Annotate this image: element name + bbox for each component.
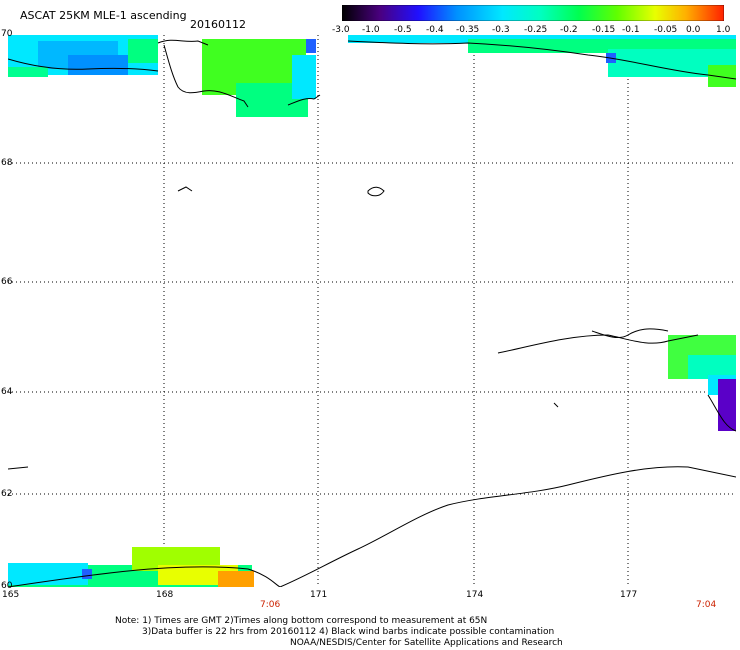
lon-label: 174 — [466, 590, 484, 600]
note-line: NOAA/NESDIS/Center for Satellite Applica… — [290, 638, 563, 648]
map-date: 20160112 — [190, 18, 246, 31]
data-patch-ne — [348, 35, 736, 87]
graticule — [8, 35, 736, 587]
colorbar-label: 0.0 — [686, 25, 701, 35]
colorbar-label: 1.0 — [716, 25, 731, 35]
time-label: 7:06 — [260, 600, 281, 610]
note-line: Note: 1) Times are GMT 2)Times along bot… — [115, 616, 488, 626]
lat-label: 70 — [1, 29, 13, 39]
lat-label: 62 — [1, 489, 13, 499]
time-label: 7:04 — [696, 600, 717, 610]
note-line: 3)Data buffer is 22 hrs from 20160112 4)… — [142, 627, 555, 637]
map-canvas[interactable] — [8, 35, 736, 587]
map-title: ASCAT 25KM MLE-1 ascending — [20, 9, 187, 22]
lon-label: 171 — [310, 590, 328, 600]
colorbar-labels: -3.0 -1.0 -0.5 -0.4 -0.35 -0.3 -0.25 -0.… — [332, 25, 732, 37]
data-patch-north — [202, 39, 316, 117]
lat-label: 68 — [1, 158, 13, 168]
colorbar-label: -0.1 — [622, 25, 640, 35]
lat-label: 60 — [1, 581, 13, 591]
colorbar-label: -0.3 — [492, 25, 510, 35]
lon-label: 177 — [620, 590, 638, 600]
data-patch-sw — [8, 547, 254, 587]
colorbar-label: -0.15 — [592, 25, 616, 35]
footnotes: Note: 1) Times are GMT 2)Times along bot… — [115, 616, 563, 649]
colorbar-label: -0.4 — [426, 25, 444, 35]
lat-label: 64 — [1, 387, 13, 397]
lon-label: 165 — [2, 590, 20, 600]
colorbar-label: -1.0 — [362, 25, 380, 35]
coastline — [8, 39, 736, 587]
lat-label: 66 — [1, 277, 13, 287]
data-patch-east — [668, 335, 736, 431]
lon-label: 168 — [156, 590, 174, 600]
colorbar-label: -3.0 — [332, 25, 350, 35]
colorbar-label: -0.35 — [456, 25, 480, 35]
colorbar-label: -0.2 — [560, 25, 578, 35]
colorbar-label: -0.25 — [524, 25, 548, 35]
colorbar-label: -0.05 — [654, 25, 678, 35]
data-patch-nw — [8, 35, 158, 77]
colorbar — [342, 5, 724, 21]
colorbar-label: -0.5 — [394, 25, 412, 35]
